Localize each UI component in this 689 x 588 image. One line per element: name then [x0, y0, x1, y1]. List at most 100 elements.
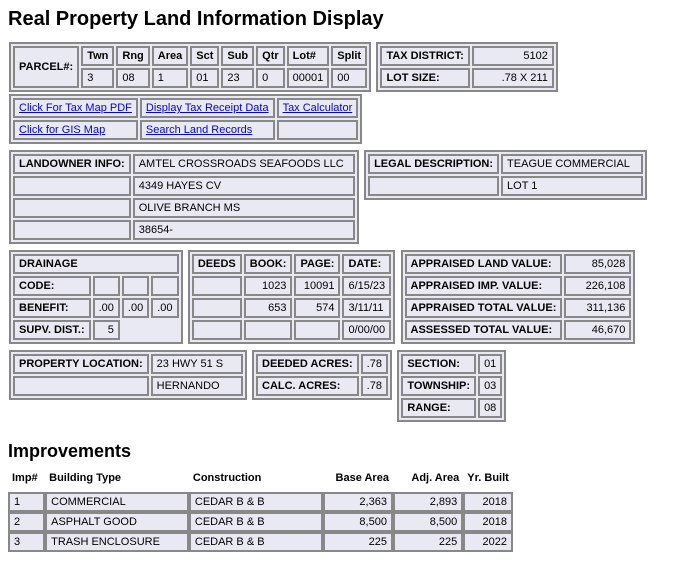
range-label: RANGE:: [401, 398, 476, 418]
improvements-title: Improvements: [8, 441, 689, 462]
deed-2-book: [244, 320, 293, 340]
legal-table: LEGAL DESCRIPTION: TEAGUE COMMERCIAL LOT…: [364, 150, 647, 200]
section-label: SECTION:: [401, 354, 476, 374]
appr-imp-label: APPRAISED IMP. VALUE:: [405, 276, 563, 296]
lot-size-value: .78 X 211: [472, 68, 554, 88]
imp-1-con: CEDAR B & B: [189, 512, 323, 532]
imp-2-type: TRASH ENCLOSURE: [45, 532, 189, 552]
imp-hdr-yr: Yr. Built: [463, 470, 513, 492]
deeded-acres-value: .78: [361, 354, 388, 374]
imp-2-yr: 2022: [463, 532, 513, 552]
parcel-label: PARCEL#:: [13, 46, 79, 88]
imp-1-base: 8,500: [323, 512, 393, 532]
imp-hdr-type: Building Type: [45, 470, 189, 492]
val-qtr: 0: [256, 68, 285, 88]
hdr-sct: Sct: [190, 46, 219, 66]
deeds-hdr-book: BOOK:: [244, 254, 293, 274]
location-line1: 23 HWY 51 S: [151, 354, 243, 374]
township-label: TOWNSHIP:: [401, 376, 476, 396]
assessed-value: 46,670: [564, 320, 631, 340]
imp-0-num: 1: [8, 492, 45, 512]
landowner-name: AMTEL CROSSROADS SEAFOODS LLC: [133, 154, 355, 174]
deeds-label: DEEDS: [192, 254, 242, 274]
section-value: 01: [478, 354, 502, 374]
imp-1-adj: 8,500: [393, 512, 463, 532]
imp-2-con: CEDAR B & B: [189, 532, 323, 552]
landowner-zip: 38654-: [133, 220, 355, 240]
deeded-acres-label: DEEDED ACRES:: [256, 354, 359, 374]
imp-hdr-con: Construction: [189, 470, 323, 492]
range-value: 08: [478, 398, 502, 418]
appraised-table: APPRAISED LAND VALUE: 85,028 APPRAISED I…: [401, 250, 636, 344]
landowner-label: LANDOWNER INFO:: [13, 154, 131, 174]
link-tax-receipt[interactable]: Display Tax Receipt Data: [146, 102, 269, 114]
landowner-addr1: 4349 HAYES CV: [133, 176, 355, 196]
tax-district-value: 5102: [472, 46, 554, 66]
val-split: 00: [331, 68, 367, 88]
township-value: 03: [478, 376, 502, 396]
landowner-table: LANDOWNER INFO: AMTEL CROSSROADS SEAFOOD…: [9, 150, 359, 244]
location-table: PROPERTY LOCATION: 23 HWY 51 S HERNANDO: [9, 350, 247, 400]
calc-acres-value: .78: [361, 376, 388, 396]
page-title: Real Property Land Information Display: [8, 8, 689, 31]
imp-0-yr: 2018: [463, 492, 513, 512]
deed-0-date: 6/15/23: [342, 276, 391, 296]
links-table: Click For Tax Map PDF Display Tax Receip…: [9, 94, 362, 144]
appr-land-value: 85,028: [564, 254, 631, 274]
location-label: PROPERTY LOCATION:: [13, 354, 149, 374]
val-lot: 00001: [287, 68, 330, 88]
table-row: 2 ASPHALT GOOD CEDAR B & B 8,500 8,500 2…: [8, 512, 513, 532]
val-rng: 08: [116, 68, 149, 88]
appr-total-value: 311,136: [564, 298, 631, 318]
table-row: 1 COMMERCIAL CEDAR B & B 2,363 2,893 201…: [8, 492, 513, 512]
tax-district-label: TAX DISTRICT:: [380, 46, 469, 66]
imp-0-type: COMMERCIAL: [45, 492, 189, 512]
imp-0-base: 2,363: [323, 492, 393, 512]
imp-2-base: 225: [323, 532, 393, 552]
drainage-benefit1: .00: [93, 298, 120, 318]
imp-hdr-adj: Adj. Area: [393, 470, 463, 492]
link-gis-map[interactable]: Click for GIS Map: [19, 124, 105, 136]
deed-0-book: 1023: [244, 276, 293, 296]
drainage-supv: 5: [93, 320, 120, 340]
deed-1-page: 574: [294, 298, 340, 318]
imp-0-con: CEDAR B & B: [189, 492, 323, 512]
link-tax-calc[interactable]: Tax Calculator: [283, 102, 353, 114]
table-row: 3 TRASH ENCLOSURE CEDAR B & B 225 225 20…: [8, 532, 513, 552]
appr-imp-value: 226,108: [564, 276, 631, 296]
legal-label: LEGAL DESCRIPTION:: [368, 154, 499, 174]
deed-0-page: 10091: [294, 276, 340, 296]
imp-hdr-num: Imp#: [8, 470, 45, 492]
val-area: 1: [152, 68, 188, 88]
hdr-qtr: Qtr: [256, 46, 285, 66]
deed-1-book: 653: [244, 298, 293, 318]
link-land-records[interactable]: Search Land Records: [146, 124, 252, 136]
parcel-table: PARCEL#: Twn Rng Area Sct Sub Qtr Lot# S…: [9, 42, 371, 92]
hdr-twn: Twn: [81, 46, 114, 66]
imp-0-adj: 2,893: [393, 492, 463, 512]
hdr-area: Area: [152, 46, 188, 66]
deeds-table: DEEDS BOOK: PAGE: DATE: 1023 10091 6/15/…: [188, 250, 395, 344]
val-sct: 01: [190, 68, 219, 88]
deed-2-date: 0/00/00: [342, 320, 391, 340]
drainage-benefit3: .00: [151, 298, 178, 318]
deeds-hdr-page: PAGE:: [294, 254, 340, 274]
drainage-code-label: CODE:: [13, 276, 91, 296]
legal-line2: LOT 1: [501, 176, 643, 196]
legal-line1: TEAGUE COMMERCIAL: [501, 154, 643, 174]
assessed-label: ASSESSED TOTAL VALUE:: [405, 320, 563, 340]
hdr-rng: Rng: [116, 46, 149, 66]
landowner-addr2: OLIVE BRANCH MS: [133, 198, 355, 218]
val-twn: 3: [81, 68, 114, 88]
location-line2: HERNANDO: [151, 376, 243, 396]
val-sub: 23: [221, 68, 254, 88]
link-tax-map-pdf[interactable]: Click For Tax Map PDF: [19, 102, 132, 114]
hdr-lot: Lot#: [287, 46, 330, 66]
tax-lot-table: TAX DISTRICT: 5102 LOT SIZE: .78 X 211: [376, 42, 557, 92]
improvements-table: Imp# Building Type Construction Base Are…: [8, 470, 513, 552]
drainage-label: DRAINAGE: [13, 254, 179, 274]
drainage-table: DRAINAGE CODE: BENEFIT: .00 .00 .00 SUPV…: [9, 250, 183, 344]
hdr-split: Split: [331, 46, 367, 66]
drainage-benefit2: .00: [122, 298, 149, 318]
imp-1-type: ASPHALT GOOD: [45, 512, 189, 532]
